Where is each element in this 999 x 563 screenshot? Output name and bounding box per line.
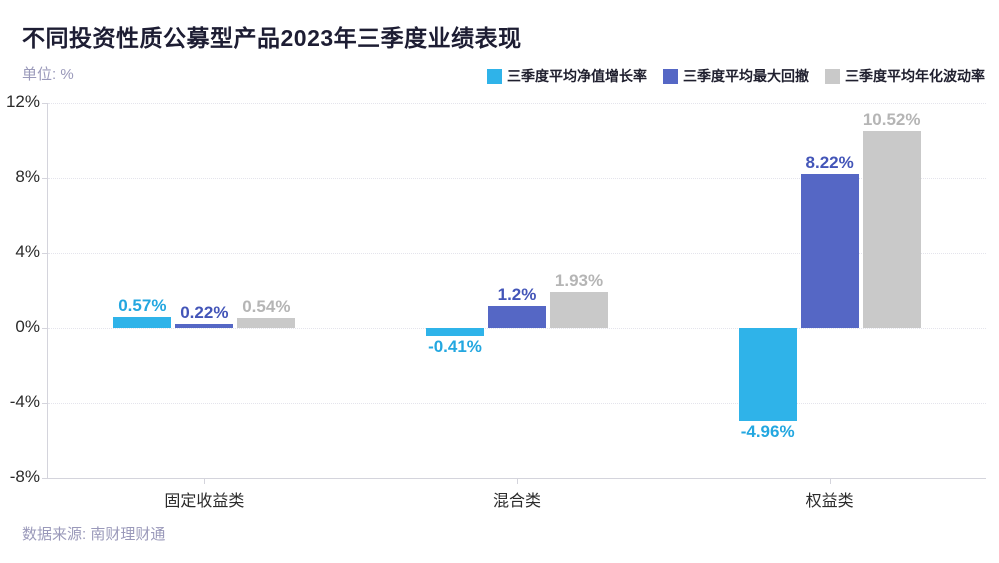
legend-label: 三季度平均净值增长率 — [507, 68, 647, 84]
bar-value-label: 0.22% — [180, 302, 229, 322]
legend-label: 三季度平均年化波动率 — [845, 68, 985, 84]
y-axis-tick — [42, 478, 48, 479]
x-axis-label: 固定收益类 — [164, 493, 245, 510]
plot-area: 12% 8% 4% 0% -4% -8% 固定收益类 混合类 权益类 0.57% -0.41% -4.… — [6, 92, 986, 510]
legend-swatch — [487, 68, 502, 84]
y-axis-tick — [42, 178, 48, 179]
y-axis-label: 4% — [15, 242, 40, 261]
bar — [862, 130, 921, 328]
bar — [738, 328, 797, 421]
source-caption: 数据来源: 南财理财通 — [22, 526, 166, 543]
chart-title: 不同投资性质公募型产品2023年三季度业绩表现 — [22, 25, 522, 51]
legend-swatch — [825, 68, 840, 84]
gridline — [48, 253, 986, 254]
gridline — [48, 178, 986, 179]
y-axis-label: -8% — [9, 467, 40, 486]
y-axis-tick — [42, 253, 48, 254]
bar-value-label: 1.2% — [497, 284, 537, 304]
legend: 三季度平均净值增长率 三季度平均最大回撤 三季度平均年化波动率 — [487, 66, 985, 86]
bar-value-label: 0.57% — [118, 296, 167, 316]
bar — [488, 305, 546, 328]
bar-value-label: 1.93% — [554, 270, 604, 290]
y-axis-tick — [42, 328, 48, 329]
bar — [237, 317, 296, 328]
bar — [550, 291, 608, 328]
bar — [426, 328, 484, 336]
x-axis-tick — [829, 478, 831, 484]
gridline — [48, 403, 986, 404]
bar-value-label: 10.52% — [862, 109, 921, 129]
bar — [175, 323, 234, 328]
legend-label: 三季度平均最大回撤 — [683, 68, 809, 84]
bar-value-label: 8.22% — [805, 152, 854, 172]
y-axis-label: 0% — [15, 317, 40, 336]
legend-item-2[interactable]: 三季度平均年化波动率 — [825, 66, 985, 86]
legend-item-1[interactable]: 三季度平均最大回撤 — [663, 66, 809, 86]
bar — [800, 173, 859, 328]
bar-value-label: -4.96% — [740, 422, 795, 441]
y-axis-label: 8% — [15, 167, 40, 186]
gridline — [48, 328, 986, 329]
y-axis-label: 12% — [5, 92, 40, 111]
bar-value-label: 0.54% — [242, 296, 291, 316]
x-axis-tick — [204, 478, 206, 484]
x-axis-tick — [517, 478, 518, 484]
legend-item-0[interactable]: 三季度平均净值增长率 — [487, 66, 647, 86]
unit-label: 单位: % — [22, 66, 74, 83]
y-axis-tick — [42, 103, 48, 104]
y-axis-label: -4% — [9, 392, 40, 411]
y-axis-tick — [42, 403, 48, 404]
gridline — [48, 103, 986, 104]
legend-swatch — [663, 68, 678, 84]
x-axis-label: 权益类 — [805, 493, 854, 510]
bar — [113, 317, 172, 328]
x-axis-label: 混合类 — [492, 493, 542, 510]
bar-value-label: -0.41% — [428, 336, 482, 356]
